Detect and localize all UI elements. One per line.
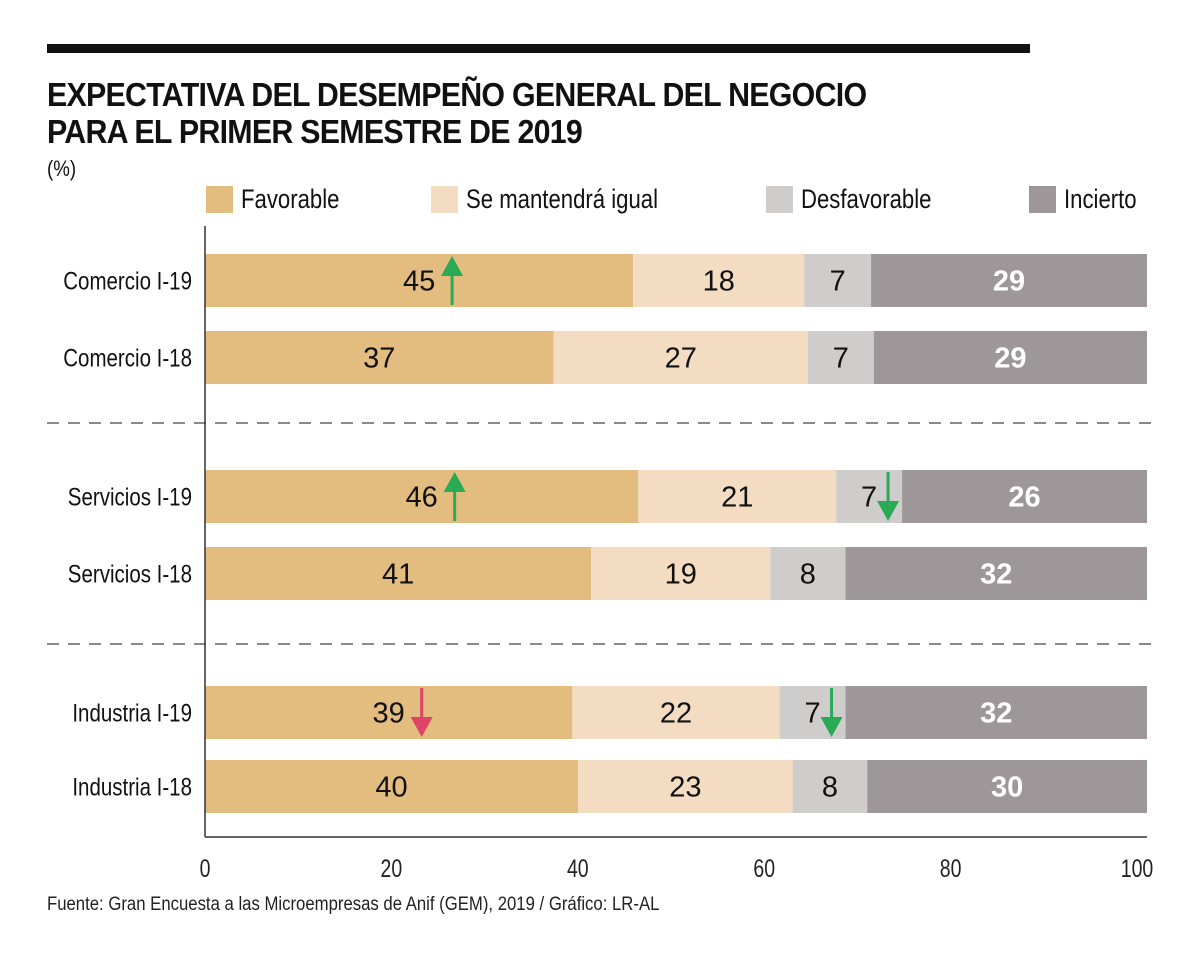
x-tick-label: 0 <box>200 855 211 883</box>
legend-swatch-desfavorable <box>766 185 793 213</box>
bar-segment-incierto <box>867 760 1147 813</box>
arrow-up-icon <box>441 256 464 276</box>
bar-segment-incierto <box>845 686 1147 739</box>
data-label-desfavorable: 8 <box>822 772 838 804</box>
legend-label-incierto: Incierto <box>1064 183 1137 214</box>
arrow-down-icon <box>410 717 433 737</box>
legend-item-incierto: Incierto <box>1029 183 1153 215</box>
data-label-incierto: 30 <box>991 772 1023 804</box>
row-label: Servicios I-19 <box>68 483 192 511</box>
bar-segment-desfavorable <box>804 254 872 307</box>
x-tick-label: 20 <box>381 855 403 883</box>
legend-swatch-igual <box>431 185 458 213</box>
legend-label-igual: Se mantendrá igual <box>466 183 659 214</box>
data-label-igual: 22 <box>660 698 692 730</box>
data-label-desfavorable: 7 <box>805 698 821 730</box>
bar-segment-favorable <box>205 254 634 307</box>
x-tick-label: 60 <box>753 855 775 883</box>
title-line-1: EXPECTATIVA DEL DESEMPEÑO GENERAL DEL NE… <box>47 76 867 113</box>
legend: Favorable Se mantendrá igual Desfavorabl… <box>0 183 1200 215</box>
data-label-igual: 23 <box>669 772 701 804</box>
bar-segment-igual <box>638 470 837 523</box>
arrow-up-icon <box>443 472 466 492</box>
bar-segment-igual <box>633 254 805 307</box>
title-line-2: PARA EL PRIMER SEMESTRE DE 2019 <box>47 113 583 150</box>
bar-segment-favorable <box>205 686 573 739</box>
legend-swatch-favorable <box>206 185 233 213</box>
row-label: Comercio I-18 <box>63 344 192 372</box>
legend-item-favorable: Favorable <box>206 183 361 215</box>
unit-label: (%) <box>47 156 77 181</box>
x-tick-label: 100 <box>1121 855 1154 883</box>
row-label: Comercio I-19 <box>63 267 192 295</box>
data-label-igual: 19 <box>665 559 697 591</box>
bar-segment-incierto <box>871 254 1147 307</box>
legend-label-favorable: Favorable <box>241 183 340 214</box>
data-label-incierto: 32 <box>980 559 1012 591</box>
x-tick-label: 80 <box>940 855 962 883</box>
bar-segment-favorable <box>205 331 554 384</box>
data-label-favorable: 45 <box>403 266 435 298</box>
arrow-down-icon <box>820 717 843 737</box>
bar-segment-igual <box>572 686 780 739</box>
arrow-down-icon <box>877 501 900 521</box>
data-label-desfavorable: 7 <box>861 482 877 514</box>
data-label-incierto: 26 <box>1008 482 1040 514</box>
source-footer: Fuente: Gran Encuesta a las Microempresa… <box>47 894 660 915</box>
data-label-incierto: 29 <box>994 343 1026 375</box>
data-label-favorable: 37 <box>363 343 395 375</box>
top-rule <box>47 44 1030 53</box>
data-label-favorable: 46 <box>406 482 438 514</box>
data-label-incierto: 29 <box>993 266 1025 298</box>
data-label-favorable: 39 <box>373 698 405 730</box>
bar-segment-igual <box>553 331 808 384</box>
data-label-igual: 21 <box>721 482 753 514</box>
data-label-favorable: 41 <box>382 559 414 591</box>
bar-segment-favorable <box>205 470 639 523</box>
row-label: Industria I-19 <box>72 699 192 727</box>
data-label-favorable: 40 <box>375 772 407 804</box>
row-label: Servicios I-18 <box>68 560 192 588</box>
legend-label-desfavorable: Desfavorable <box>801 183 932 214</box>
bar-segment-favorable <box>205 760 579 813</box>
bar-segment-desfavorable <box>792 760 868 813</box>
data-label-desfavorable: 7 <box>830 266 846 298</box>
x-tick-label: 40 <box>567 855 589 883</box>
data-label-igual: 18 <box>703 266 735 298</box>
row-label: Industria I-18 <box>72 773 192 801</box>
data-label-desfavorable: 8 <box>800 559 816 591</box>
bar-segment-incierto <box>845 547 1147 600</box>
bar-segment-incierto <box>902 470 1147 523</box>
legend-item-desfavorable: Desfavorable <box>766 183 960 215</box>
bar-segment-desfavorable <box>807 331 874 384</box>
bar-segment-favorable <box>205 547 592 600</box>
bar-segment-incierto <box>873 331 1147 384</box>
bar-segment-igual <box>591 547 771 600</box>
chart-title: EXPECTATIVA DEL DESEMPEÑO GENERAL DEL NE… <box>47 76 867 150</box>
bar-segment-desfavorable <box>770 547 846 600</box>
legend-swatch-incierto <box>1029 185 1056 213</box>
data-label-igual: 27 <box>665 343 697 375</box>
data-label-incierto: 32 <box>980 698 1012 730</box>
bar-segment-igual <box>578 760 793 813</box>
data-label-desfavorable: 7 <box>833 343 849 375</box>
legend-item-igual: Se mantendrá igual <box>431 183 700 215</box>
